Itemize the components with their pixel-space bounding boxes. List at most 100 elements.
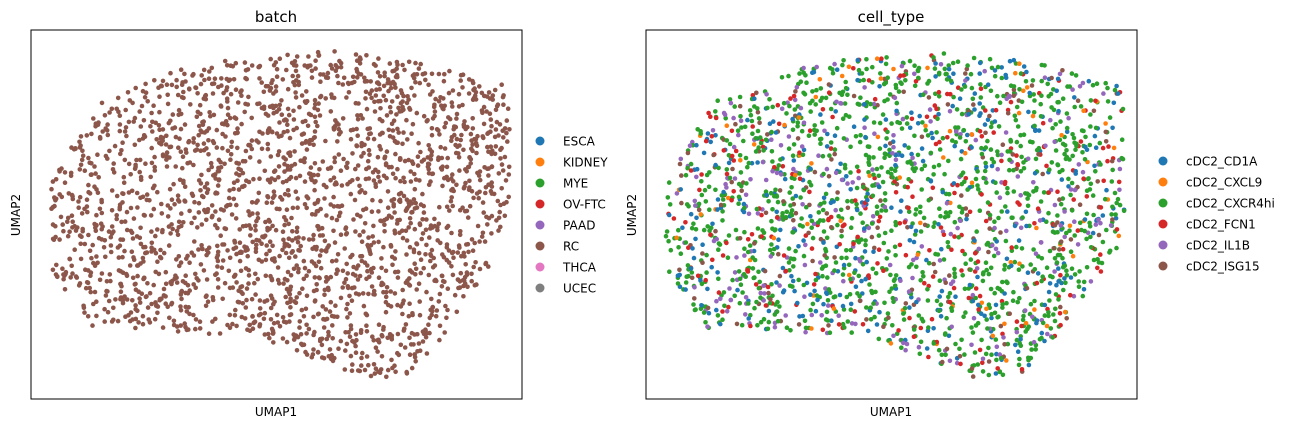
scatter-point bbox=[1112, 190, 1118, 196]
scatter-point bbox=[181, 95, 186, 101]
scatter-point bbox=[220, 145, 225, 151]
scatter-point bbox=[286, 221, 292, 227]
scatter-point bbox=[790, 196, 795, 201]
scatter-point bbox=[157, 140, 162, 146]
scatter-point bbox=[109, 106, 115, 112]
scatter-point bbox=[967, 209, 973, 215]
scatter-point bbox=[293, 95, 299, 100]
legend-cell-type: cDC2_CD1AcDC2_CXCL9cDC2_CXCR4hicDC2_FCN1… bbox=[1158, 155, 1275, 274]
scatter-point bbox=[806, 133, 812, 138]
scatter-point bbox=[416, 281, 422, 287]
scatter-point bbox=[983, 164, 989, 170]
scatter-point bbox=[701, 227, 707, 233]
scatter-point bbox=[343, 330, 348, 335]
scatter-point bbox=[766, 319, 772, 325]
scatter-point bbox=[361, 150, 366, 156]
scatter-point bbox=[308, 175, 314, 181]
scatter-point bbox=[827, 182, 832, 188]
scatter-point bbox=[381, 93, 387, 99]
scatter-point bbox=[106, 298, 112, 304]
scatter-point bbox=[443, 303, 448, 309]
scatter-point bbox=[360, 116, 365, 121]
scatter-point bbox=[796, 115, 802, 120]
scatter-point bbox=[779, 106, 785, 112]
scatter-point bbox=[979, 151, 985, 157]
scatter-point bbox=[142, 134, 148, 139]
scatter-point bbox=[437, 132, 442, 137]
scatter-point bbox=[801, 147, 807, 153]
scatter-point bbox=[213, 209, 218, 214]
scatter-point bbox=[418, 270, 424, 276]
scatter-point bbox=[1008, 139, 1014, 144]
scatter-point bbox=[757, 279, 762, 285]
scatter-point bbox=[741, 272, 747, 277]
scatter-point bbox=[354, 126, 359, 132]
scatter-point bbox=[89, 255, 94, 261]
scatter-point bbox=[968, 71, 974, 77]
scatter-point bbox=[707, 207, 712, 212]
scatter-point bbox=[293, 254, 298, 259]
scatter-point bbox=[763, 210, 769, 216]
scatter-point bbox=[809, 326, 814, 331]
scatter-point bbox=[337, 58, 342, 64]
scatter-point bbox=[1107, 250, 1112, 255]
scatter-point bbox=[1069, 71, 1075, 76]
scatter-point bbox=[412, 226, 418, 232]
scatter-point bbox=[358, 330, 364, 336]
scatter-point bbox=[760, 159, 766, 165]
scatter-point bbox=[934, 106, 939, 112]
scatter-point bbox=[326, 287, 331, 293]
scatter-point bbox=[438, 165, 444, 171]
scatter-point bbox=[724, 167, 730, 172]
scatter-point bbox=[158, 134, 164, 140]
scatter-point bbox=[121, 180, 127, 185]
scatter-point bbox=[871, 120, 877, 125]
scatter-point bbox=[364, 53, 369, 58]
scatter-point bbox=[1045, 331, 1050, 337]
scatter-point bbox=[736, 132, 741, 138]
scatter-point bbox=[341, 156, 346, 162]
scatter-point bbox=[1057, 247, 1062, 252]
scatter-point bbox=[133, 85, 138, 91]
scatter-point bbox=[737, 276, 743, 282]
scatter-point bbox=[470, 142, 475, 147]
scatter-point bbox=[843, 79, 848, 85]
scatter-point bbox=[418, 202, 424, 207]
scatter-point bbox=[705, 324, 710, 330]
scatter-point bbox=[189, 220, 194, 226]
scatter-point bbox=[437, 291, 443, 297]
scatter-point bbox=[178, 304, 183, 309]
scatter-point bbox=[301, 258, 307, 264]
scatter-point bbox=[238, 284, 243, 290]
scatter-point bbox=[867, 173, 872, 179]
scatter-point bbox=[184, 256, 189, 261]
scatter-point bbox=[1058, 223, 1064, 228]
scatter-point bbox=[130, 298, 135, 303]
scatter-point bbox=[927, 248, 932, 253]
scatter-point bbox=[746, 211, 752, 217]
scatter-point bbox=[1023, 209, 1029, 215]
scatter-point bbox=[683, 280, 689, 285]
scatter-point bbox=[408, 179, 414, 184]
scatter-point bbox=[1090, 230, 1096, 236]
scatter-point bbox=[450, 88, 456, 93]
scatter-point bbox=[993, 107, 999, 113]
scatter-point bbox=[112, 143, 118, 149]
scatter-point bbox=[383, 97, 389, 103]
scatter-point bbox=[1039, 93, 1044, 98]
scatter-point bbox=[928, 150, 934, 156]
scatter-point bbox=[409, 365, 415, 371]
scatter-point bbox=[996, 314, 1001, 320]
scatter-point bbox=[918, 278, 923, 283]
scatter-point bbox=[456, 151, 461, 156]
scatter-point bbox=[1081, 176, 1086, 181]
scatter-point bbox=[266, 226, 272, 232]
scatter-point bbox=[506, 172, 512, 177]
scatter-point bbox=[875, 102, 880, 108]
scatter-point bbox=[108, 249, 114, 255]
scatter-point bbox=[384, 285, 390, 290]
scatter-point bbox=[455, 277, 461, 283]
scatter-point bbox=[393, 85, 398, 90]
scatter-point bbox=[984, 317, 989, 322]
scatter-point bbox=[465, 284, 470, 290]
